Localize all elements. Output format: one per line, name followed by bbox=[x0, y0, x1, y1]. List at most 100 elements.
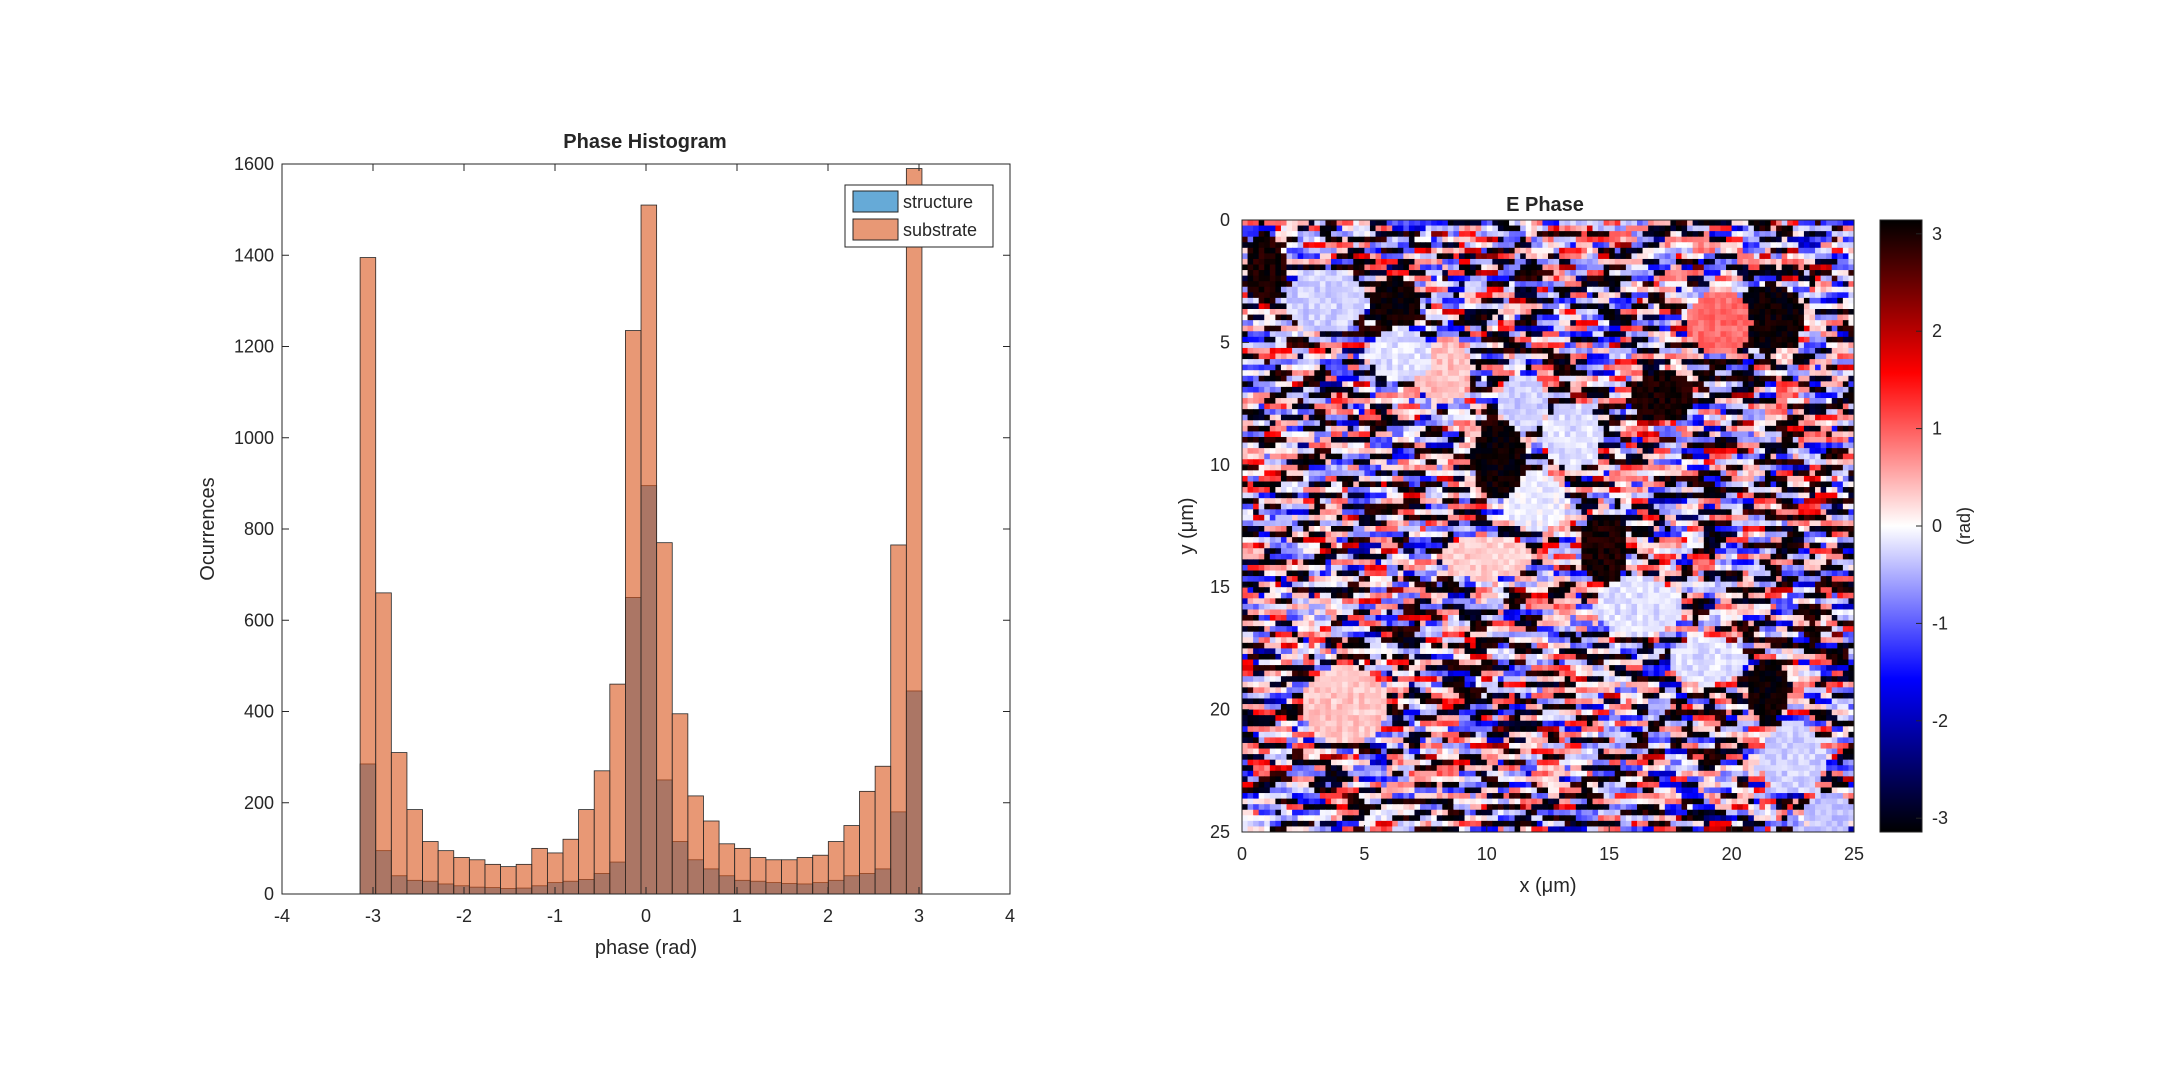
heatmap-cell bbox=[1564, 442, 1571, 449]
heatmap-cell bbox=[1603, 292, 1610, 299]
heatmap-cell bbox=[1764, 364, 1772, 371]
heatmap-cell bbox=[1837, 425, 1844, 432]
heatmap-cell bbox=[1648, 364, 1655, 371]
heatmap-cell bbox=[1664, 253, 1671, 260]
heatmap-cell bbox=[1331, 381, 1338, 388]
heatmap-cell bbox=[1653, 364, 1660, 371]
heatmap-cell bbox=[1670, 370, 1677, 377]
heatmap-cell bbox=[1586, 314, 1594, 321]
heatmap-cell bbox=[1336, 431, 1343, 438]
heatmap-cell bbox=[1492, 247, 1499, 254]
heatmap-cell bbox=[1575, 303, 1582, 310]
heatmap-cell bbox=[1631, 425, 1638, 432]
heatmap-cell bbox=[1670, 364, 1677, 371]
heatmap-cell bbox=[1659, 459, 1666, 466]
heatmap-cell bbox=[1264, 353, 1271, 360]
heatmap-cell bbox=[1531, 392, 1538, 399]
heatmap-cell bbox=[1319, 258, 1326, 266]
heatmap-cell bbox=[1292, 409, 1299, 416]
heatmap-cell bbox=[1609, 297, 1616, 304]
heatmap-cell bbox=[1581, 425, 1588, 432]
heatmap-cell bbox=[1319, 347, 1326, 355]
heatmap-cell bbox=[1314, 431, 1321, 438]
heatmap-cell bbox=[1403, 258, 1410, 266]
heatmap-cell bbox=[1514, 414, 1521, 421]
heatmap-cell bbox=[1603, 309, 1610, 316]
heatmap-cell bbox=[1842, 275, 1849, 282]
heatmap-cell bbox=[1586, 336, 1594, 343]
heatmap-cell bbox=[1325, 436, 1332, 444]
heatmap-cell bbox=[1414, 347, 1421, 355]
heatmap-cell bbox=[1603, 347, 1610, 355]
heatmap-cell bbox=[1837, 314, 1844, 321]
heatmap-cell bbox=[1681, 425, 1688, 432]
heatmap-cell bbox=[1303, 381, 1310, 388]
heatmap-cell bbox=[1581, 264, 1588, 271]
heatmap-cell bbox=[1720, 292, 1727, 299]
heatmap-cell bbox=[1247, 325, 1254, 332]
heatmap-cell bbox=[1442, 364, 1449, 371]
heatmap-cell bbox=[1826, 347, 1833, 355]
heatmap-cell bbox=[1848, 459, 1854, 466]
heatmap-cell bbox=[1336, 409, 1343, 416]
heatmap-cell bbox=[1308, 386, 1315, 393]
heatmap-cell bbox=[1570, 236, 1577, 243]
heatmap-cell bbox=[1720, 220, 1727, 227]
heatmap-cell bbox=[1720, 370, 1727, 377]
heatmap-cell bbox=[1670, 392, 1677, 399]
heatmap-cell bbox=[1497, 386, 1504, 393]
heatmap-cell bbox=[1275, 381, 1282, 388]
heatmap-cell bbox=[1731, 414, 1738, 421]
heatmap-cell bbox=[1331, 320, 1338, 327]
heatmap-cell bbox=[1280, 442, 1288, 449]
heatmap-cell bbox=[1414, 364, 1421, 371]
heatmap-cell bbox=[1425, 370, 1432, 377]
heatmap-cell bbox=[1325, 409, 1332, 416]
heatmap-cell bbox=[1486, 453, 1493, 460]
heatmap-cell bbox=[1470, 425, 1477, 432]
heatmap-cell bbox=[1258, 359, 1265, 366]
heatmap-cell bbox=[1453, 286, 1460, 293]
heatmap-cell bbox=[1631, 236, 1638, 243]
heatmap-cell bbox=[1575, 225, 1582, 232]
heatmap-cell bbox=[1614, 364, 1621, 371]
heatmap-cell bbox=[1559, 220, 1566, 227]
heatmap-cell bbox=[1536, 320, 1543, 327]
bar-substrate bbox=[515, 863, 533, 895]
heatmap-cell bbox=[1503, 247, 1510, 254]
heatmap-cell bbox=[1792, 314, 1799, 321]
heatmap-cell bbox=[1559, 381, 1566, 388]
heatmap-cell bbox=[1609, 275, 1616, 282]
heatmap-cell bbox=[1559, 359, 1566, 366]
heatmap-cell bbox=[1681, 359, 1688, 366]
heatmap-cell bbox=[1436, 309, 1443, 316]
heatmap-cell bbox=[1609, 331, 1616, 338]
heatmap-cell bbox=[1703, 292, 1710, 299]
heatmap-cell bbox=[1625, 242, 1632, 249]
heatmap-cell bbox=[1803, 242, 1810, 249]
heatmap-cell bbox=[1575, 314, 1582, 321]
heatmap-cell bbox=[1614, 231, 1621, 238]
heatmap-cell bbox=[1542, 286, 1549, 293]
heatmap-cell bbox=[1581, 375, 1588, 382]
heatmap-cell bbox=[1714, 292, 1721, 299]
heatmap-cell bbox=[1453, 303, 1460, 310]
heatmap-cell bbox=[1653, 292, 1660, 299]
heatmap-cell bbox=[1826, 353, 1833, 360]
heatmap-cell bbox=[1848, 325, 1854, 332]
heatmap-cell bbox=[1648, 370, 1655, 377]
heatmap-cell bbox=[1242, 292, 1249, 299]
heatmap-cell bbox=[1559, 342, 1566, 349]
heatmap-cell bbox=[1837, 359, 1844, 366]
heatmap-cell bbox=[1314, 286, 1321, 293]
heatmap-cell bbox=[1314, 436, 1321, 444]
heatmap-cell bbox=[1269, 236, 1276, 243]
heatmap-cell bbox=[1342, 448, 1349, 455]
heatmap-cell bbox=[1737, 242, 1744, 249]
heatmap-cell bbox=[1525, 459, 1532, 466]
heatmap-cell bbox=[1770, 275, 1777, 282]
heatmap-cell bbox=[1592, 258, 1599, 266]
heatmap-cell bbox=[1776, 253, 1783, 260]
heatmap-cell bbox=[1247, 320, 1254, 327]
heatmap-cell bbox=[1837, 414, 1844, 421]
